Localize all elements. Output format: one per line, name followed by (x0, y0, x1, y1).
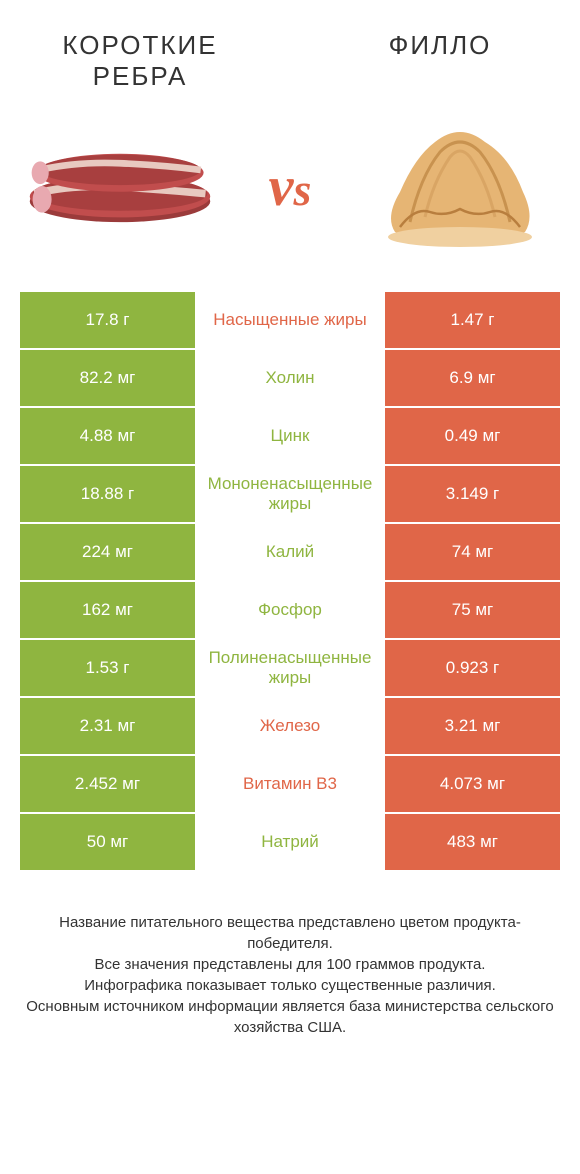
right-product-title: ФИЛЛО (340, 30, 540, 61)
nutrient-label: Мононенасыщенные жиры (195, 466, 385, 522)
left-value: 2.31 мг (20, 698, 195, 754)
left-value: 4.88 мг (20, 408, 195, 464)
right-value: 0.923 г (385, 640, 560, 696)
header: КОРОТКИЕ РЕБРА ФИЛЛО (0, 0, 580, 102)
left-value: 2.452 мг (20, 756, 195, 812)
left-product-title: КОРОТКИЕ РЕБРА (40, 30, 240, 92)
right-value: 74 мг (385, 524, 560, 580)
nutrient-label: Насыщенные жиры (195, 292, 385, 348)
footer-line-3: Инфографика показывает только существенн… (20, 975, 560, 996)
left-value: 17.8 г (20, 292, 195, 348)
right-value: 1.47 г (385, 292, 560, 348)
right-product-image (360, 112, 560, 262)
nutrient-label: Цинк (195, 408, 385, 464)
footer-line-2: Все значения представлены для 100 граммо… (20, 954, 560, 975)
table-row: 1.53 гПолиненасыщенные жиры0.923 г (20, 640, 560, 696)
nutrient-label: Витамин B3 (195, 756, 385, 812)
nutrient-label: Железо (195, 698, 385, 754)
footer: Название питательного вещества представл… (0, 872, 580, 1058)
footer-line-1: Название питательного вещества представл… (20, 912, 560, 954)
nutrient-label: Калий (195, 524, 385, 580)
left-value: 18.88 г (20, 466, 195, 522)
comparison-table: 17.8 гНасыщенные жиры1.47 г82.2 мгХолин6… (0, 292, 580, 870)
table-row: 82.2 мгХолин6.9 мг (20, 350, 560, 406)
table-row: 17.8 гНасыщенные жиры1.47 г (20, 292, 560, 348)
table-row: 4.88 мгЦинк0.49 мг (20, 408, 560, 464)
right-value: 75 мг (385, 582, 560, 638)
table-row: 18.88 гМононенасыщенные жиры3.149 г (20, 466, 560, 522)
right-value: 0.49 мг (385, 408, 560, 464)
vs-label: vs (269, 155, 312, 219)
table-row: 2.31 мгЖелезо3.21 мг (20, 698, 560, 754)
right-value: 483 мг (385, 814, 560, 870)
left-value: 162 мг (20, 582, 195, 638)
right-value: 3.21 мг (385, 698, 560, 754)
table-row: 50 мгНатрий483 мг (20, 814, 560, 870)
left-product-image (20, 112, 220, 262)
table-row: 224 мгКалий74 мг (20, 524, 560, 580)
nutrient-label: Фосфор (195, 582, 385, 638)
footer-line-4: Основным источником информации является … (20, 996, 560, 1038)
table-row: 2.452 мгВитамин B34.073 мг (20, 756, 560, 812)
right-value: 6.9 мг (385, 350, 560, 406)
ribs-icon (25, 132, 215, 242)
left-value: 224 мг (20, 524, 195, 580)
nutrient-label: Полиненасыщенные жиры (195, 640, 385, 696)
left-value: 1.53 г (20, 640, 195, 696)
nutrient-label: Холин (195, 350, 385, 406)
filo-icon (375, 117, 545, 257)
right-value: 4.073 мг (385, 756, 560, 812)
nutrient-label: Натрий (195, 814, 385, 870)
left-value: 82.2 мг (20, 350, 195, 406)
table-row: 162 мгФосфор75 мг (20, 582, 560, 638)
right-value: 3.149 г (385, 466, 560, 522)
images-row: vs (0, 102, 580, 292)
left-value: 50 мг (20, 814, 195, 870)
